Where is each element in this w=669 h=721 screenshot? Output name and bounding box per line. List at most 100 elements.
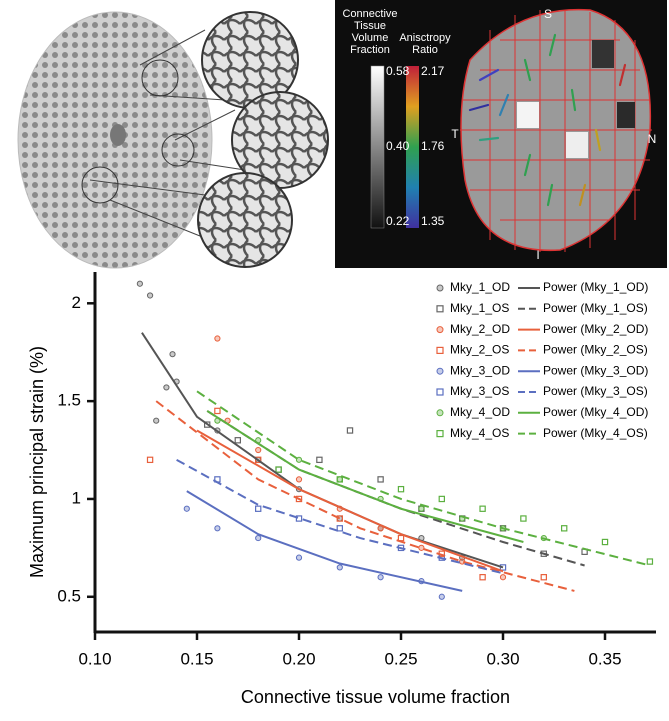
legend-marker: [436, 326, 444, 334]
point: [316, 456, 323, 464]
legend-marker: [436, 388, 444, 396]
point: [336, 476, 343, 483]
point: [336, 564, 343, 571]
fit-line: [206, 410, 585, 567]
point: [438, 495, 446, 503]
point: [255, 456, 262, 464]
point: [646, 558, 654, 565]
point: [183, 505, 190, 512]
legend-label: Mky_4_OD: [450, 405, 510, 419]
fit-line: [196, 390, 651, 567]
point: [418, 505, 425, 512]
colorbar-tick-label: 1.76: [421, 139, 445, 153]
point: [418, 544, 425, 551]
point: [438, 593, 445, 600]
point: [214, 525, 221, 532]
fit-line: [176, 458, 504, 575]
point: [499, 574, 507, 581]
legend-label: Mky_1_OS: [450, 301, 509, 315]
point: [255, 446, 262, 454]
colorbar-tick-label: 0.58: [386, 64, 410, 78]
legend-marker: [436, 284, 444, 292]
point: [336, 525, 344, 532]
y-tick-label: 1: [72, 488, 81, 507]
legend-label: Mky_1_OD: [450, 280, 510, 294]
legend-label: Power (Mky_2_OS): [543, 343, 648, 357]
legend-label: Power (Mky_1_OS): [543, 301, 648, 315]
colorbar-tick-label: 0.22: [386, 214, 410, 228]
colorbar-title: Tissue: [354, 20, 386, 32]
point: [295, 554, 303, 561]
x-tick-label: 0.15: [180, 649, 213, 668]
point: [336, 476, 344, 483]
colorbar-title: Volume: [352, 32, 389, 44]
legend-label: Power (Mky_2_OD): [543, 322, 648, 336]
fit-line: [206, 410, 524, 543]
legend-label: Mky_2_OD: [450, 322, 510, 336]
fit-line: [186, 490, 463, 592]
legend-marker: [436, 430, 444, 438]
point: [153, 417, 160, 424]
legend-label: Power (Mky_4_OD): [543, 405, 648, 419]
point: [397, 485, 405, 493]
colorbar-title: Anisctropy: [399, 32, 451, 44]
legend-marker: [436, 305, 444, 313]
x-axis-label: Connective tissue volume fraction: [241, 687, 510, 707]
x-tick-label: 0.10: [78, 649, 111, 668]
point: [336, 515, 344, 522]
colorbar-title: Ratio: [412, 44, 438, 56]
point: [255, 505, 262, 512]
x-tick-label: 0.35: [588, 649, 621, 668]
point: [295, 456, 303, 463]
point: [204, 421, 211, 428]
legend-label: Power (Mky_3_OS): [543, 384, 648, 398]
point: [377, 574, 384, 581]
point: [295, 495, 303, 503]
colorbar-title: Connective: [342, 8, 397, 20]
point: [560, 525, 568, 532]
point: [214, 335, 221, 342]
point: [146, 292, 154, 299]
x-tick-label: 0.25: [384, 649, 417, 668]
legend-label: Power (Mky_4_OS): [543, 426, 648, 440]
point: [377, 476, 384, 483]
y-tick-label: 0.5: [57, 586, 81, 605]
legend-marker: [436, 367, 444, 375]
point: [163, 384, 170, 391]
point: [397, 534, 405, 542]
point: [346, 427, 354, 434]
point: [540, 574, 548, 581]
direction-label: N: [648, 132, 657, 146]
x-tick-label: 0.30: [486, 649, 519, 668]
legend-marker: [436, 409, 444, 417]
point: [275, 466, 282, 473]
direction-label: I: [536, 248, 539, 262]
point: [146, 456, 154, 464]
point: [234, 437, 241, 444]
legend-label: Mky_3_OS: [450, 384, 509, 398]
point: [295, 515, 303, 522]
lamina-rendering: [17, 11, 329, 269]
legend-label: Mky_4_OS: [450, 426, 509, 440]
point: [136, 280, 143, 287]
legend-label: Power (Mky_1_OD): [543, 280, 648, 294]
point: [295, 476, 303, 483]
y-tick-label: 2: [72, 293, 81, 312]
fit-line: [196, 429, 504, 573]
point: [479, 574, 486, 581]
point: [255, 534, 262, 542]
legend-label: Mky_3_OD: [450, 363, 510, 377]
point: [214, 407, 221, 415]
direction-label: T: [451, 127, 459, 141]
legend-label: Mky_2_OS: [450, 343, 509, 357]
legend-marker: [436, 346, 444, 354]
colorbar-tick-label: 1.35: [421, 214, 445, 228]
legend-label: Power (Mky_3_OD): [543, 363, 648, 377]
colorbar-title: Fraction: [350, 44, 390, 56]
fit-line: [155, 400, 575, 592]
point: [479, 505, 486, 512]
point: [275, 466, 282, 473]
y-tick-label: 1.5: [57, 391, 81, 410]
